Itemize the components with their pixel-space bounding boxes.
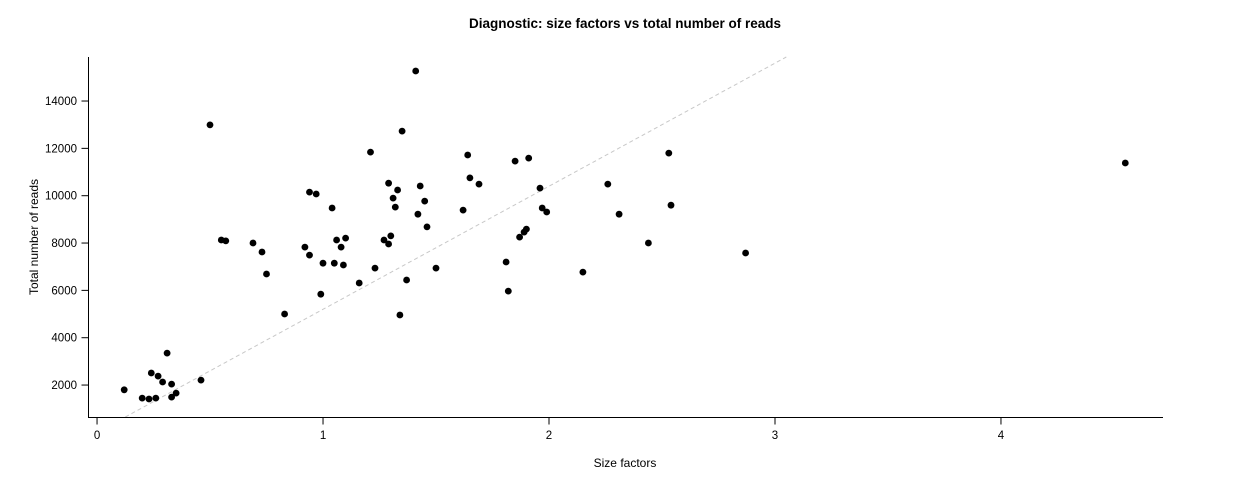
- data-point: [423, 223, 431, 231]
- y-tick-label: 2000: [51, 380, 77, 392]
- data-point: [222, 237, 230, 245]
- data-point: [475, 180, 483, 188]
- data-point: [414, 210, 422, 218]
- data-point: [604, 180, 612, 188]
- data-point: [371, 264, 379, 272]
- data-point: [319, 259, 327, 267]
- data-point: [504, 287, 512, 295]
- data-point: [367, 148, 374, 156]
- y-tick-label: 10000: [45, 191, 77, 203]
- data-point: [317, 290, 325, 298]
- data-point: [645, 239, 652, 247]
- data-point: [615, 210, 623, 218]
- data-point: [665, 149, 673, 157]
- data-point: [206, 121, 214, 129]
- data-point: [742, 249, 749, 257]
- data-point: [403, 276, 410, 284]
- data-point: [391, 203, 399, 211]
- y-axis-label: Total number of reads: [27, 179, 41, 295]
- data-point: [152, 394, 160, 402]
- data-point: [385, 240, 392, 248]
- data-point: [328, 204, 336, 212]
- data-point: [337, 243, 345, 251]
- data-point: [168, 380, 176, 388]
- data-point: [120, 386, 128, 394]
- x-tick-label: 4: [998, 430, 1005, 442]
- data-point: [667, 201, 675, 209]
- data-point: [398, 127, 406, 135]
- data-point: [389, 194, 397, 202]
- data-point: [159, 378, 167, 386]
- data-point: [258, 248, 266, 256]
- data-point: [342, 234, 349, 242]
- data-point: [306, 251, 313, 259]
- y-tick-label: 6000: [51, 285, 77, 297]
- data-point: [464, 151, 472, 159]
- y-tick-label: 14000: [45, 96, 77, 108]
- y-axis-ticks: 2000 4000 6000 8000 10000 12000 14000: [45, 96, 89, 392]
- data-point: [394, 186, 401, 194]
- y-tick-label: 12000: [45, 143, 77, 155]
- data-point: [263, 270, 270, 278]
- data-point: [312, 190, 320, 198]
- chart-title: Diagnostic: size factors vs total number…: [469, 16, 781, 31]
- data-point: [249, 239, 257, 247]
- data-point: [538, 204, 546, 212]
- data-point: [387, 232, 395, 240]
- data-point: [197, 376, 205, 384]
- data-point: [340, 261, 347, 269]
- data-point: [147, 369, 155, 377]
- data-point: [333, 236, 340, 244]
- x-tick-label: 3: [772, 430, 778, 442]
- data-point: [145, 395, 153, 403]
- data-point: [516, 233, 523, 241]
- data-point: [1121, 159, 1129, 167]
- data-point: [168, 393, 176, 401]
- data-point: [579, 268, 587, 276]
- data-point: [355, 279, 363, 287]
- data-point: [301, 243, 309, 251]
- data-point: [281, 310, 288, 318]
- data-point: [396, 311, 404, 319]
- data-point: [502, 258, 510, 266]
- y-tick-label: 4000: [51, 333, 77, 345]
- data-point: [412, 67, 420, 75]
- x-tick-label: 2: [546, 430, 552, 442]
- data-point: [536, 184, 544, 192]
- data-point: [459, 206, 467, 214]
- x-tick-label: 1: [320, 430, 326, 442]
- reference-line: [125, 56, 787, 418]
- y-tick-label: 8000: [51, 238, 77, 250]
- data-points: [120, 67, 1129, 403]
- x-axis-label: Size factors: [594, 456, 657, 470]
- data-point: [163, 349, 171, 357]
- data-point: [306, 188, 313, 196]
- data-point: [432, 264, 440, 272]
- data-point: [380, 236, 388, 244]
- data-point: [154, 372, 162, 380]
- x-axis-ticks: 0 1 2 3 4: [94, 417, 1005, 442]
- data-point: [525, 154, 533, 162]
- x-tick-label: 0: [94, 430, 100, 442]
- data-point: [421, 197, 429, 205]
- data-point: [138, 394, 146, 402]
- data-point: [543, 208, 551, 216]
- data-point: [523, 225, 530, 233]
- data-point: [511, 157, 519, 165]
- data-point: [416, 182, 424, 190]
- identity-dashed-line: [125, 56, 787, 418]
- data-point: [466, 174, 474, 182]
- data-point: [330, 259, 338, 267]
- data-point: [172, 389, 180, 397]
- data-point: [385, 179, 392, 187]
